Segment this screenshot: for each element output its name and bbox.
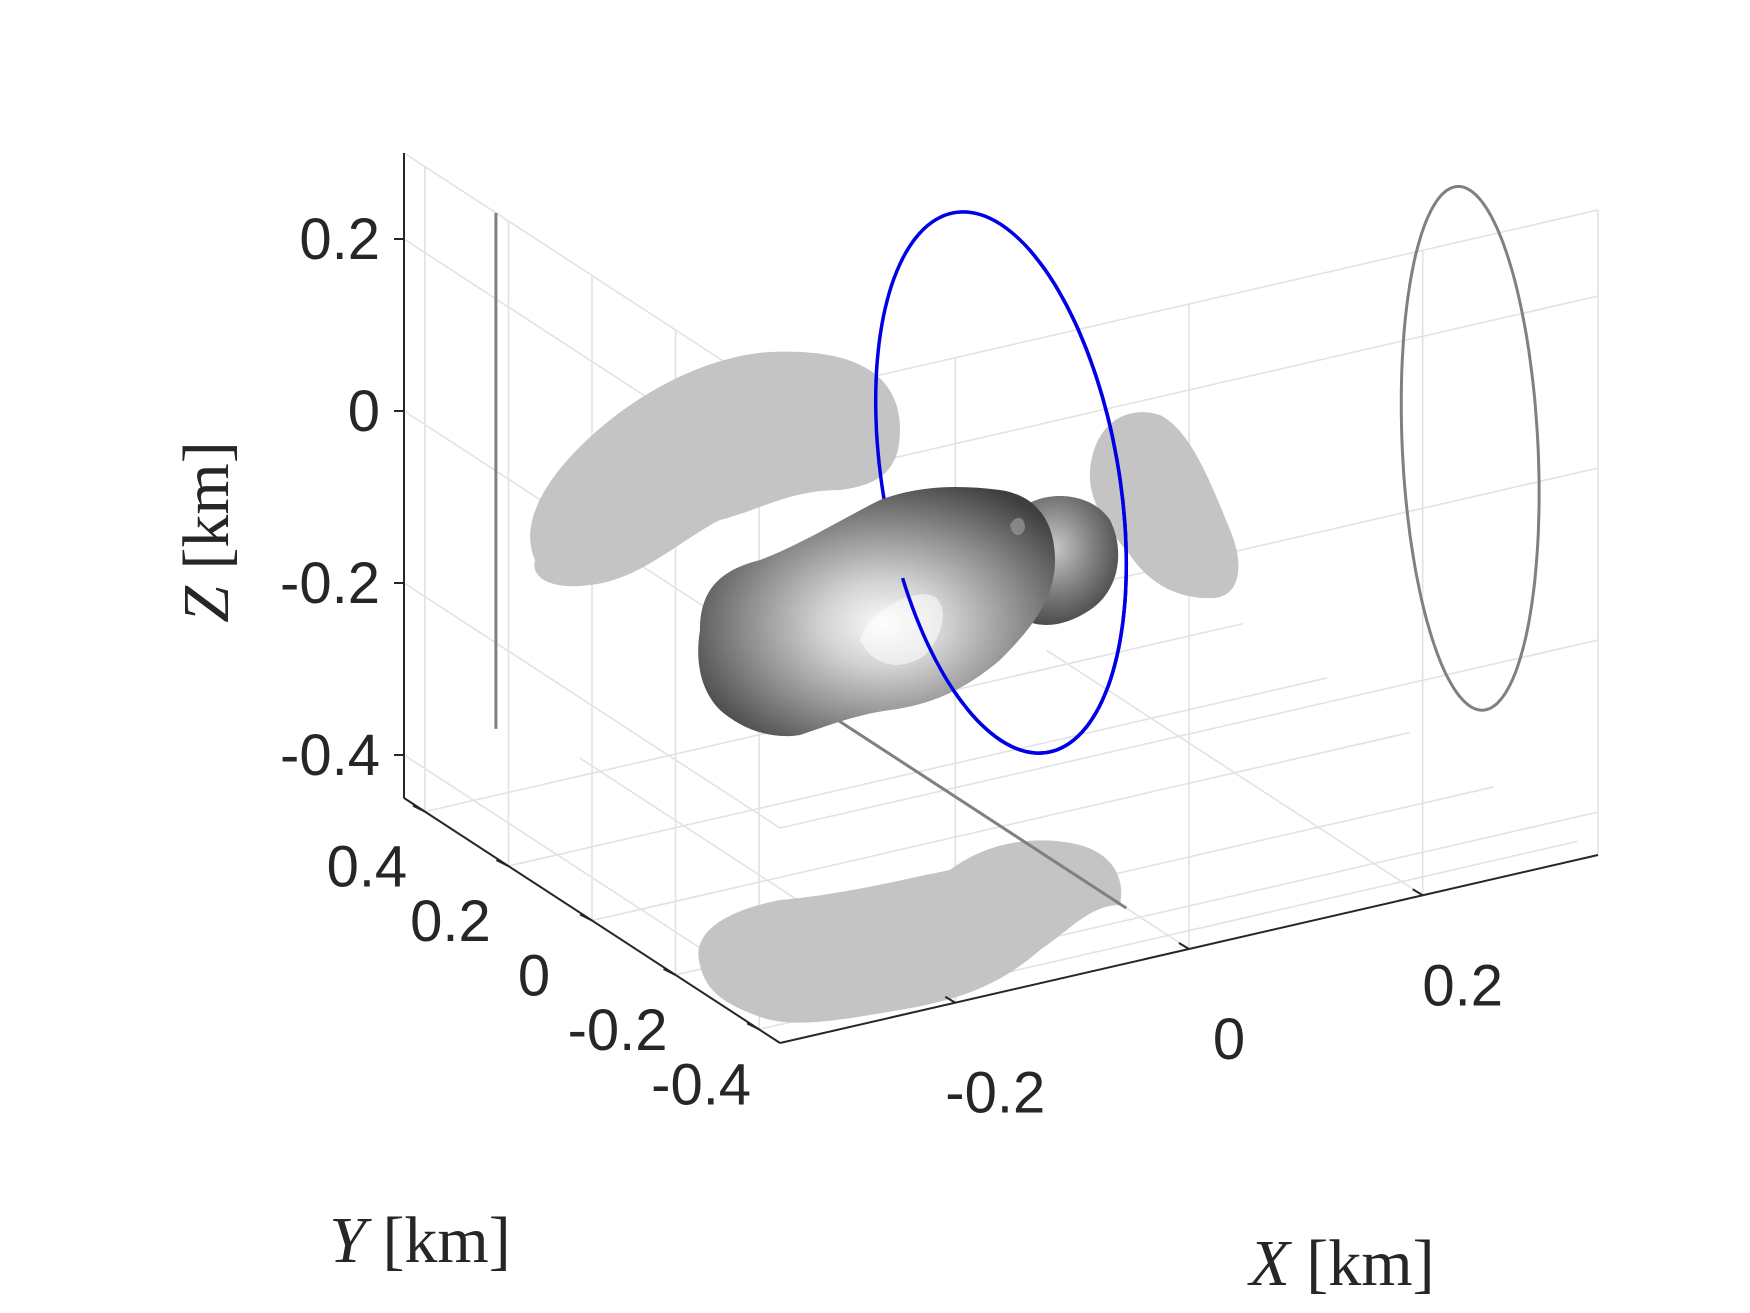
z-tick-label: 0.2 (299, 207, 380, 272)
x-tick (1412, 888, 1424, 897)
z-tick-label: -0.2 (280, 551, 380, 616)
body-shadow-on-xz-wall (1089, 412, 1239, 599)
x-tick-label: -0.2 (945, 1061, 1045, 1126)
z-axis-label-var: Z (170, 585, 243, 623)
x-axis-label: X [km] (1246, 1227, 1434, 1300)
x-tick-label: 0 (1213, 1007, 1245, 1072)
asteroid-crater (1010, 517, 1025, 536)
body-shadow-on-yz-wall (530, 351, 900, 587)
asteroid-highlight (860, 594, 943, 665)
y-tick (663, 968, 677, 976)
orbit-trajectory-front-arc (900, 249, 1129, 755)
x-tick (1178, 942, 1190, 950)
axes-layer (394, 153, 1599, 1044)
y-tick-label: -0.4 (651, 1052, 751, 1117)
x-tick (944, 995, 956, 1004)
y-tick-label: 0.4 (327, 835, 408, 900)
orbit-projection-xz-wall (1399, 185, 1541, 712)
box-edge (779, 209, 1599, 399)
xz-wall-gridline-z (779, 639, 1599, 829)
shadow-layer (530, 351, 1239, 1023)
y-tick (579, 913, 593, 922)
asteroid-body (698, 487, 1119, 737)
z-axis-label: Z [km] (170, 441, 243, 623)
x-axis-label-unit: [km] (1290, 1227, 1435, 1300)
body-shadow-on-floor (698, 840, 1122, 1023)
orbit-front-layer (900, 249, 1129, 755)
orbit-projection-floor (812, 702, 1128, 910)
y-tick (495, 859, 509, 867)
projection-layer (494, 185, 1541, 910)
y-tick-label: -0.2 (568, 998, 668, 1063)
y-tick-label: 0 (518, 944, 550, 1009)
y-tick-label: 0.2 (410, 889, 491, 954)
y-tick (412, 804, 426, 813)
z-tick-label: 0 (348, 379, 380, 444)
y-axis-label: Y [km] (329, 1204, 511, 1277)
y-axis-label-var: Y (329, 1204, 372, 1277)
y-axis-label-unit: [km] (366, 1204, 511, 1277)
box-edge (403, 152, 781, 399)
z-axis-label-unit: [km] (170, 441, 243, 586)
z-tick-label: -0.4 (280, 723, 380, 788)
xz-wall-gridline-z (779, 295, 1599, 485)
labels-layer: -0.4-0.200.2-0.4-0.200.20.4-0.200.2Z [km… (170, 207, 1503, 1300)
y-tick (746, 1022, 760, 1031)
asteroid-primary-lobe (698, 487, 1055, 737)
x-tick-label: 0.2 (1422, 953, 1503, 1018)
yz-wall-gridline-z (403, 582, 781, 829)
x-axis-label-var: X (1246, 1227, 1292, 1300)
